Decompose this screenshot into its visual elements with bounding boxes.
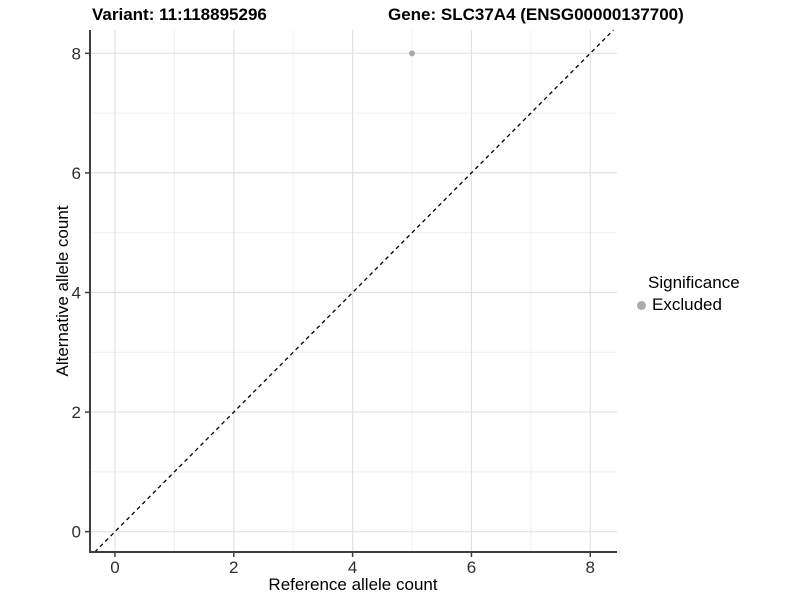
y-tick-label: 6 [72, 164, 81, 183]
x-tick-label: 8 [586, 558, 595, 577]
x-tick-label: 0 [110, 558, 119, 577]
y-tick-label: 2 [72, 403, 81, 422]
legend: Significance Excluded [634, 274, 740, 315]
x-tick-label: 2 [229, 558, 238, 577]
data-point [409, 50, 416, 57]
legend-item-label: Excluded [652, 295, 722, 314]
x-tick-label: 4 [348, 558, 357, 577]
y-tick-label: 4 [72, 283, 81, 302]
legend-title: Significance [648, 273, 740, 292]
variant-title: Variant: 11:118895296 [92, 5, 267, 24]
y-axis-title: Alternative allele count [53, 205, 72, 377]
y-tick-label: 0 [72, 523, 81, 542]
y-tick-label: 8 [72, 44, 81, 63]
x-axis-title: Reference allele count [268, 575, 438, 594]
excluded-marker-icon [637, 300, 646, 310]
legend-item-excluded: Excluded [634, 295, 740, 315]
x-tick-label: 6 [467, 558, 476, 577]
gene-title: Gene: SLC37A4 (ENSG00000137700) [388, 5, 684, 24]
identity-line [94, 29, 614, 553]
